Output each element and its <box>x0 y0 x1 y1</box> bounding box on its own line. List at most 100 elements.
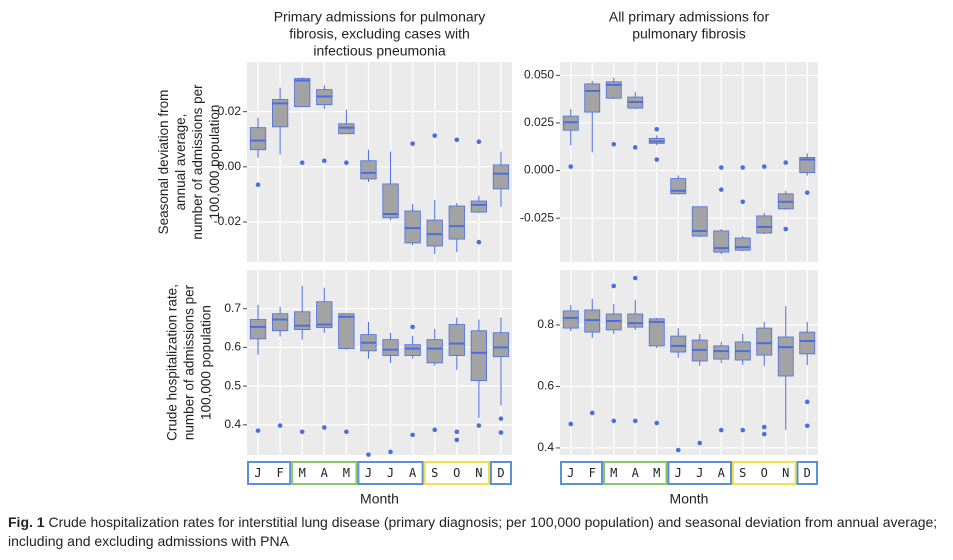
outlier <box>611 418 617 424</box>
panel-background <box>247 270 512 455</box>
outlier <box>804 190 810 195</box>
outlier <box>804 423 810 429</box>
month-group <box>796 461 818 485</box>
box <box>648 318 665 347</box>
x-tick-label: M <box>610 466 617 480</box>
box <box>338 123 355 135</box>
outlier <box>299 160 305 165</box>
x-tick-label: M <box>299 466 306 480</box>
y-axis-label: Seasonal deviation from <box>156 90 171 235</box>
box <box>627 313 644 328</box>
x-tick-label: O <box>761 466 768 480</box>
y-axis-label: number of admissions per <box>190 84 205 240</box>
y-tick-label: -0.025 <box>520 210 554 224</box>
y-axis-label: 100,000 population <box>199 305 214 420</box>
outlier <box>476 423 482 428</box>
y-tick-label: -0.02 <box>214 214 242 228</box>
x-tick-label: J <box>387 466 394 480</box>
y-axis-label: Crude hospitalization rate, <box>165 284 180 441</box>
x-axis-label: Month <box>670 491 709 507</box>
outlier <box>568 164 574 169</box>
caption-text: Crude hospitalization rates for intersti… <box>8 514 938 549</box>
box <box>470 330 488 382</box>
panel-background <box>560 270 818 455</box>
x-tick-label: M <box>653 466 660 480</box>
x-tick-label: A <box>409 466 417 480</box>
y-axis-label: annual average, <box>173 114 188 211</box>
month-group <box>667 461 732 485</box>
panel-title: infectious pneumonia <box>313 43 446 59</box>
y-tick-label: 0.4 <box>537 440 554 454</box>
outlier <box>632 418 638 424</box>
outlier <box>718 427 724 433</box>
box <box>448 324 465 356</box>
outlier <box>611 283 617 289</box>
outlier <box>740 199 746 205</box>
y-tick-label: 0.7 <box>224 301 241 315</box>
outlier <box>321 425 327 430</box>
x-tick-label: J <box>696 466 703 480</box>
box <box>404 210 421 244</box>
y-tick-label: 0.025 <box>524 115 554 129</box>
outlier <box>277 423 283 428</box>
panel-background <box>247 62 512 262</box>
x-tick-label: S <box>431 466 438 480</box>
outlier <box>740 427 746 433</box>
box <box>294 311 311 331</box>
chart: -0.02 0.00 0.02 Primary admissions for pulm… <box>156 9 818 507</box>
outlier <box>410 432 415 438</box>
box <box>382 183 399 219</box>
box <box>670 335 687 353</box>
outlier <box>697 440 703 446</box>
outlier <box>299 429 305 435</box>
panel-title: pulmonary fibrosis <box>632 26 746 42</box>
caption: Fig. 1 Crude hospitalization rates for i… <box>8 513 943 551</box>
outlier <box>718 165 724 170</box>
box <box>338 313 355 349</box>
y-tick-label: 0.4 <box>224 417 241 431</box>
outlier <box>804 399 810 405</box>
box <box>271 313 289 332</box>
box <box>492 332 510 358</box>
outlier <box>410 324 415 330</box>
box <box>271 99 289 128</box>
outlier <box>654 126 660 132</box>
panel-title: All primary admissions for <box>609 9 770 25</box>
box <box>777 336 794 377</box>
outlier <box>761 424 767 430</box>
y-axis-label: number of admissions per <box>182 284 197 440</box>
box <box>756 327 773 356</box>
box <box>382 339 399 356</box>
box <box>492 164 510 190</box>
month-group <box>247 461 292 485</box>
outlier <box>366 452 371 457</box>
outlier <box>718 187 724 192</box>
outlier <box>255 428 261 433</box>
y-tick-label: 0.6 <box>224 340 241 354</box>
outlier <box>761 431 767 437</box>
month-group <box>560 461 603 485</box>
outlier <box>654 420 660 426</box>
outlier <box>476 239 482 245</box>
box <box>404 344 421 356</box>
x-tick-label: A <box>718 466 726 480</box>
month-group <box>291 461 358 485</box>
outlier <box>783 226 789 232</box>
box <box>448 205 465 240</box>
x-tick-label: J <box>254 466 261 480</box>
outlier <box>498 430 504 435</box>
x-tick-label: M <box>343 466 350 480</box>
outlier <box>498 416 504 421</box>
outlier <box>454 137 460 143</box>
x-tick-label: J <box>675 466 682 480</box>
outlier <box>632 275 638 281</box>
x-tick-label: N <box>475 466 482 480</box>
box <box>360 160 377 180</box>
outlier <box>344 429 349 435</box>
box <box>294 78 311 108</box>
outlier <box>589 410 595 416</box>
y-tick-label: 0.6 <box>537 379 554 393</box>
x-tick-label: O <box>453 466 460 480</box>
outlier <box>783 160 789 165</box>
